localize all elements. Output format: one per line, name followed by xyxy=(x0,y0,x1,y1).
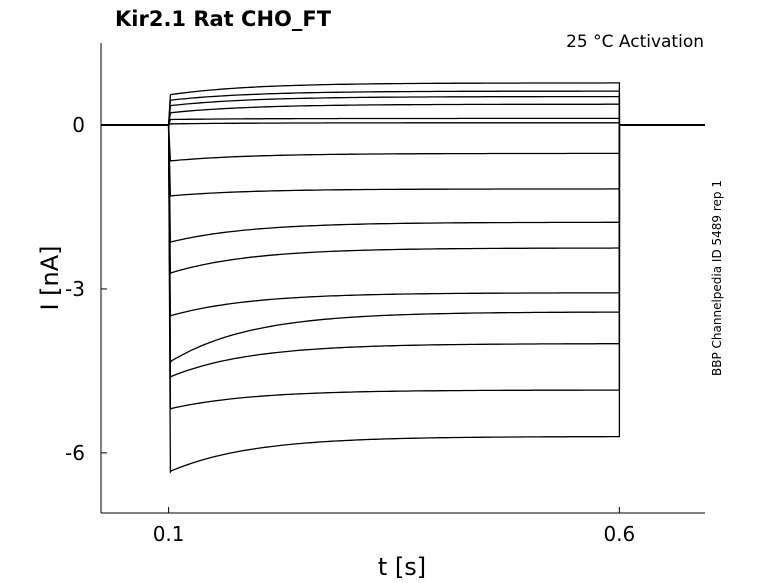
chart-title: Kir2.1 Rat CHO_FT xyxy=(115,7,332,31)
current-trace-11 xyxy=(101,124,705,318)
x-tick-label: 0.1 xyxy=(153,522,185,546)
current-trace-8 xyxy=(101,124,705,197)
current-trace-5 xyxy=(101,117,705,126)
y-tick-label: -6 xyxy=(65,441,85,465)
current-trace-1 xyxy=(101,82,705,126)
x-axis-label: t [s] xyxy=(378,553,426,581)
current-trace-7 xyxy=(101,124,705,162)
current-trace-14 xyxy=(101,124,705,411)
y-axis-label: I [nA] xyxy=(36,245,64,310)
y-tick-label: 0 xyxy=(72,113,85,137)
x-tick-label: 0.6 xyxy=(603,522,635,546)
side-label: BBP Channelpedia ID 5489 rep 1 xyxy=(710,180,724,376)
current-trace-9 xyxy=(101,124,705,244)
current-trace-6 xyxy=(101,122,705,126)
current-trace-4 xyxy=(101,103,705,126)
current-trace-13 xyxy=(101,124,705,380)
current-trace-2 xyxy=(101,90,705,126)
current-trace-10 xyxy=(101,124,705,276)
chart-annotation: 25 °C Activation xyxy=(566,32,704,52)
y-tick-label: -3 xyxy=(65,277,85,301)
current-trace-12 xyxy=(101,124,705,364)
current-trace-15 xyxy=(101,124,705,474)
current-trace-3 xyxy=(101,95,705,126)
